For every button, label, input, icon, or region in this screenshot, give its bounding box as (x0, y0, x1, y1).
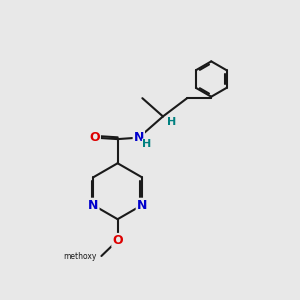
Text: methoxy: methoxy (64, 252, 97, 261)
Text: H: H (167, 117, 176, 127)
Text: N: N (136, 199, 147, 212)
Text: O: O (112, 234, 123, 247)
Text: H: H (142, 139, 152, 149)
Text: O: O (89, 131, 100, 144)
Text: N: N (134, 131, 144, 144)
Text: N: N (88, 199, 99, 212)
